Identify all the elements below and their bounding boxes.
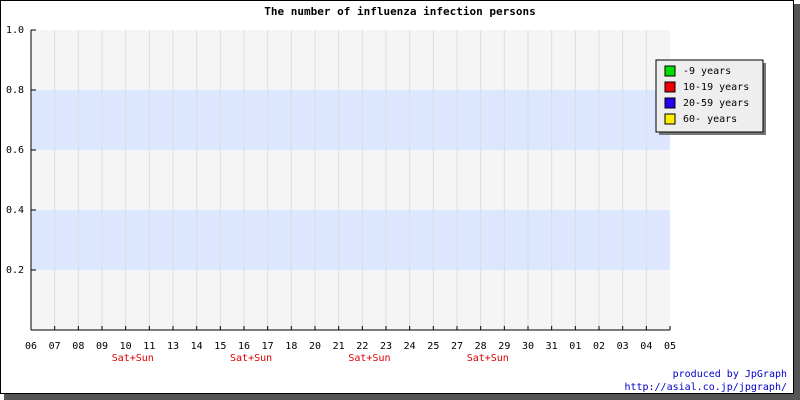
y-tick-label: 0.8	[6, 85, 24, 96]
x-tick-label: 06	[25, 341, 37, 352]
x-tick-label: 11	[143, 341, 155, 352]
x-tick-label: 22	[356, 341, 368, 352]
x-tick-label: 29	[498, 341, 510, 352]
x-tick-label: 28	[475, 341, 487, 352]
legend-swatch	[664, 113, 676, 125]
x-tick-label: 17	[262, 341, 274, 352]
x-tick-label: 04	[640, 341, 652, 352]
x-tick-label: 15	[214, 341, 226, 352]
x-tick-label: 14	[191, 341, 203, 352]
x-tick-label: 21	[333, 341, 345, 352]
x-tick-label: 13	[167, 341, 179, 352]
legend-swatch	[664, 97, 676, 109]
credit: produced by JpGraph	[673, 369, 787, 380]
x-tick-label: 30	[522, 341, 534, 352]
y-tick-label: 0.2	[6, 265, 24, 276]
chart-title: The number of influenza infection person…	[264, 5, 536, 18]
x-tick-label: 24	[404, 341, 416, 352]
y-tick-label: 0.6	[6, 145, 24, 156]
legend-swatch	[664, 65, 676, 77]
grid-band	[31, 210, 670, 270]
plot-area	[31, 30, 670, 330]
x-tick-label: 09	[96, 341, 108, 352]
x-tick-label: 27	[451, 341, 463, 352]
x-tick-label: 25	[427, 341, 439, 352]
x-tick-label: 07	[49, 341, 61, 352]
x-tick-label: 23	[380, 341, 392, 352]
frame-shadow	[794, 4, 800, 400]
x-tick-label: 02	[593, 341, 605, 352]
x-tick-label: 01	[569, 341, 581, 352]
y-tick-label: 1.0	[6, 25, 24, 36]
frame-shadow	[4, 394, 800, 400]
legend-label: 60- years	[683, 114, 737, 125]
x-tick-label: 03	[617, 341, 629, 352]
legend-label: 10-19 years	[683, 82, 749, 93]
weekend-label: Sat+Sun	[348, 353, 390, 364]
legend-label: -9 years	[683, 66, 731, 77]
legend-label: 20-59 years	[683, 98, 749, 109]
x-tick-label: 08	[72, 341, 84, 352]
x-tick-label: 31	[546, 341, 558, 352]
weekend-label: Sat+Sun	[112, 353, 154, 364]
x-tick-label: 10	[120, 341, 132, 352]
weekend-label: Sat+Sun	[230, 353, 272, 364]
weekend-label: Sat+Sun	[467, 353, 509, 364]
y-tick-label: 0.4	[6, 205, 24, 216]
x-tick-label: 05	[664, 341, 676, 352]
x-tick-label: 20	[309, 341, 321, 352]
x-tick-label: 18	[285, 341, 297, 352]
legend-swatch	[664, 81, 676, 93]
x-tick-label: 16	[238, 341, 250, 352]
credit: http://asial.co.jp/jpgraph/	[624, 382, 787, 393]
grid-band	[31, 90, 670, 150]
